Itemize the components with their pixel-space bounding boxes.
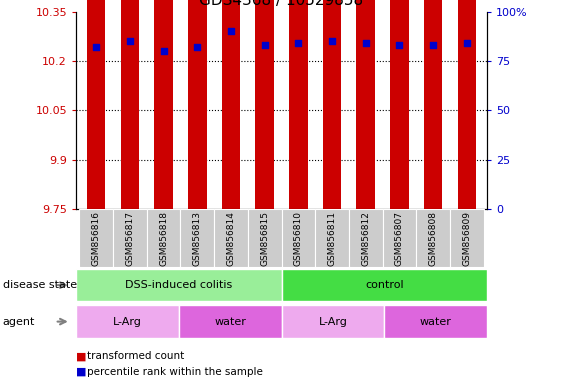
Text: water: water — [214, 316, 246, 327]
Bar — [282, 305, 384, 338]
Point — [328, 38, 337, 44]
Bar — [214, 209, 248, 267]
Bar — [384, 305, 487, 338]
Text: GSM856815: GSM856815 — [260, 210, 269, 266]
Point — [428, 42, 437, 48]
Title: GDS4368 / 10529858: GDS4368 / 10529858 — [199, 0, 364, 8]
Text: agent: agent — [3, 316, 35, 327]
Text: GSM856817: GSM856817 — [126, 210, 135, 266]
Text: percentile rank within the sample: percentile rank within the sample — [87, 367, 263, 377]
Text: GSM856811: GSM856811 — [328, 210, 337, 266]
Bar — [188, 0, 207, 209]
Text: GSM856812: GSM856812 — [361, 211, 370, 265]
Bar — [323, 0, 341, 209]
Point — [462, 40, 471, 46]
Bar — [256, 0, 274, 209]
Point — [126, 38, 135, 44]
Bar — [76, 305, 179, 338]
Bar — [113, 209, 147, 267]
Bar — [147, 209, 180, 267]
Text: GSM856818: GSM856818 — [159, 210, 168, 266]
Bar — [222, 0, 240, 209]
Point — [294, 40, 303, 46]
Text: water: water — [419, 316, 452, 327]
Point — [193, 44, 202, 50]
Text: GSM856813: GSM856813 — [193, 210, 202, 266]
Bar — [154, 0, 173, 209]
Bar — [458, 0, 476, 209]
Point — [159, 48, 168, 54]
Text: control: control — [365, 280, 404, 290]
Bar — [315, 209, 349, 267]
Bar — [179, 305, 282, 338]
Text: disease state: disease state — [3, 280, 77, 290]
Bar — [424, 0, 443, 209]
Point — [361, 40, 370, 46]
Text: GSM856809: GSM856809 — [462, 210, 471, 266]
Bar — [289, 0, 307, 209]
Point — [226, 28, 235, 35]
Bar — [356, 0, 375, 209]
Text: transformed count: transformed count — [87, 351, 185, 361]
Text: L-Arg: L-Arg — [319, 316, 347, 327]
Bar — [120, 0, 139, 209]
Bar — [87, 0, 105, 209]
Text: GSM856814: GSM856814 — [226, 211, 235, 265]
Point — [92, 44, 101, 50]
Point — [395, 42, 404, 48]
Bar — [282, 269, 487, 301]
Text: DSS-induced colitis: DSS-induced colitis — [125, 280, 233, 290]
Text: GSM856807: GSM856807 — [395, 210, 404, 266]
Bar — [76, 269, 282, 301]
Bar — [282, 209, 315, 267]
Bar — [248, 209, 282, 267]
Bar — [450, 209, 484, 267]
Text: L-Arg: L-Arg — [113, 316, 142, 327]
Text: ■: ■ — [76, 367, 87, 377]
Bar — [390, 0, 409, 209]
Bar — [416, 209, 450, 267]
Text: GSM856808: GSM856808 — [428, 210, 437, 266]
Bar — [79, 209, 113, 267]
Text: GSM856816: GSM856816 — [92, 210, 101, 266]
Bar — [349, 209, 383, 267]
Bar — [383, 209, 416, 267]
Point — [260, 42, 269, 48]
Text: ■: ■ — [76, 351, 87, 361]
Bar — [180, 209, 214, 267]
Text: GSM856810: GSM856810 — [294, 210, 303, 266]
